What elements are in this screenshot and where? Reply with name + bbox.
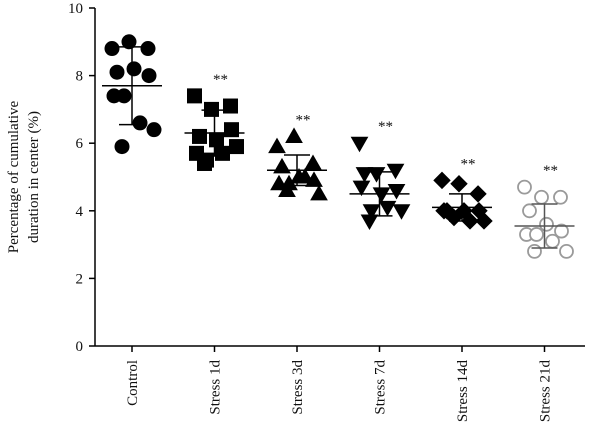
- point: [433, 171, 451, 190]
- point: [517, 179, 532, 195]
- point: [278, 181, 296, 198]
- annotation: **: [543, 163, 558, 179]
- point: [367, 167, 386, 183]
- y-label: duration in center (%): [26, 111, 42, 243]
- point: [197, 155, 212, 171]
- point: [534, 189, 549, 205]
- point: [229, 139, 244, 155]
- point: [450, 175, 468, 193]
- point: [355, 167, 374, 183]
- point: [285, 127, 303, 143]
- point: [187, 88, 202, 104]
- point: [132, 115, 148, 131]
- point: [387, 184, 406, 200]
- annotation: **: [296, 112, 311, 128]
- point: [140, 41, 156, 57]
- x-tick-label: Stress 21d: [538, 360, 554, 423]
- point: [545, 233, 560, 249]
- point: [192, 128, 207, 144]
- x-tick-label: Stress 1d: [208, 360, 224, 415]
- point: [268, 137, 286, 154]
- point: [559, 243, 574, 259]
- point: [209, 132, 224, 148]
- point: [146, 122, 162, 138]
- point: [121, 34, 137, 50]
- point: [223, 98, 238, 114]
- annotation: **: [461, 156, 476, 172]
- point: [126, 61, 142, 77]
- y-tick-label: 6: [76, 136, 84, 152]
- point: [109, 64, 125, 80]
- point: [304, 154, 322, 170]
- point: [215, 145, 230, 161]
- point: [372, 187, 391, 203]
- y-tick-label: 4: [76, 204, 84, 220]
- point: [352, 180, 371, 197]
- y-label: Percentage of cumulative: [6, 100, 22, 253]
- y-tick-label: 10: [68, 1, 83, 17]
- x-tick-label: Stress 7d: [373, 360, 389, 415]
- point: [114, 139, 130, 155]
- point: [273, 157, 291, 174]
- point: [378, 200, 397, 217]
- point: [522, 203, 537, 219]
- point: [553, 189, 568, 205]
- y-tick-label: 8: [76, 69, 84, 85]
- point: [104, 41, 120, 57]
- point: [224, 122, 239, 138]
- x-tick-label: Stress 3d: [290, 360, 306, 415]
- point: [296, 167, 314, 184]
- x-tick-label: Control: [125, 360, 141, 406]
- point: [529, 227, 544, 242]
- point: [539, 216, 554, 232]
- point: [475, 212, 493, 230]
- point: [527, 243, 542, 259]
- point: [469, 185, 487, 203]
- point: [360, 214, 379, 230]
- y-tick-label: 2: [76, 271, 84, 287]
- annotation: **: [213, 72, 228, 88]
- y-tick-label: 0: [76, 339, 84, 355]
- point: [116, 88, 132, 104]
- point: [141, 68, 157, 84]
- x-tick-label: Stress 14d: [455, 360, 471, 423]
- point: [554, 223, 569, 239]
- point: [310, 184, 328, 201]
- point: [392, 204, 411, 220]
- point: [350, 136, 369, 153]
- point: [362, 204, 381, 220]
- annotation: **: [378, 119, 393, 135]
